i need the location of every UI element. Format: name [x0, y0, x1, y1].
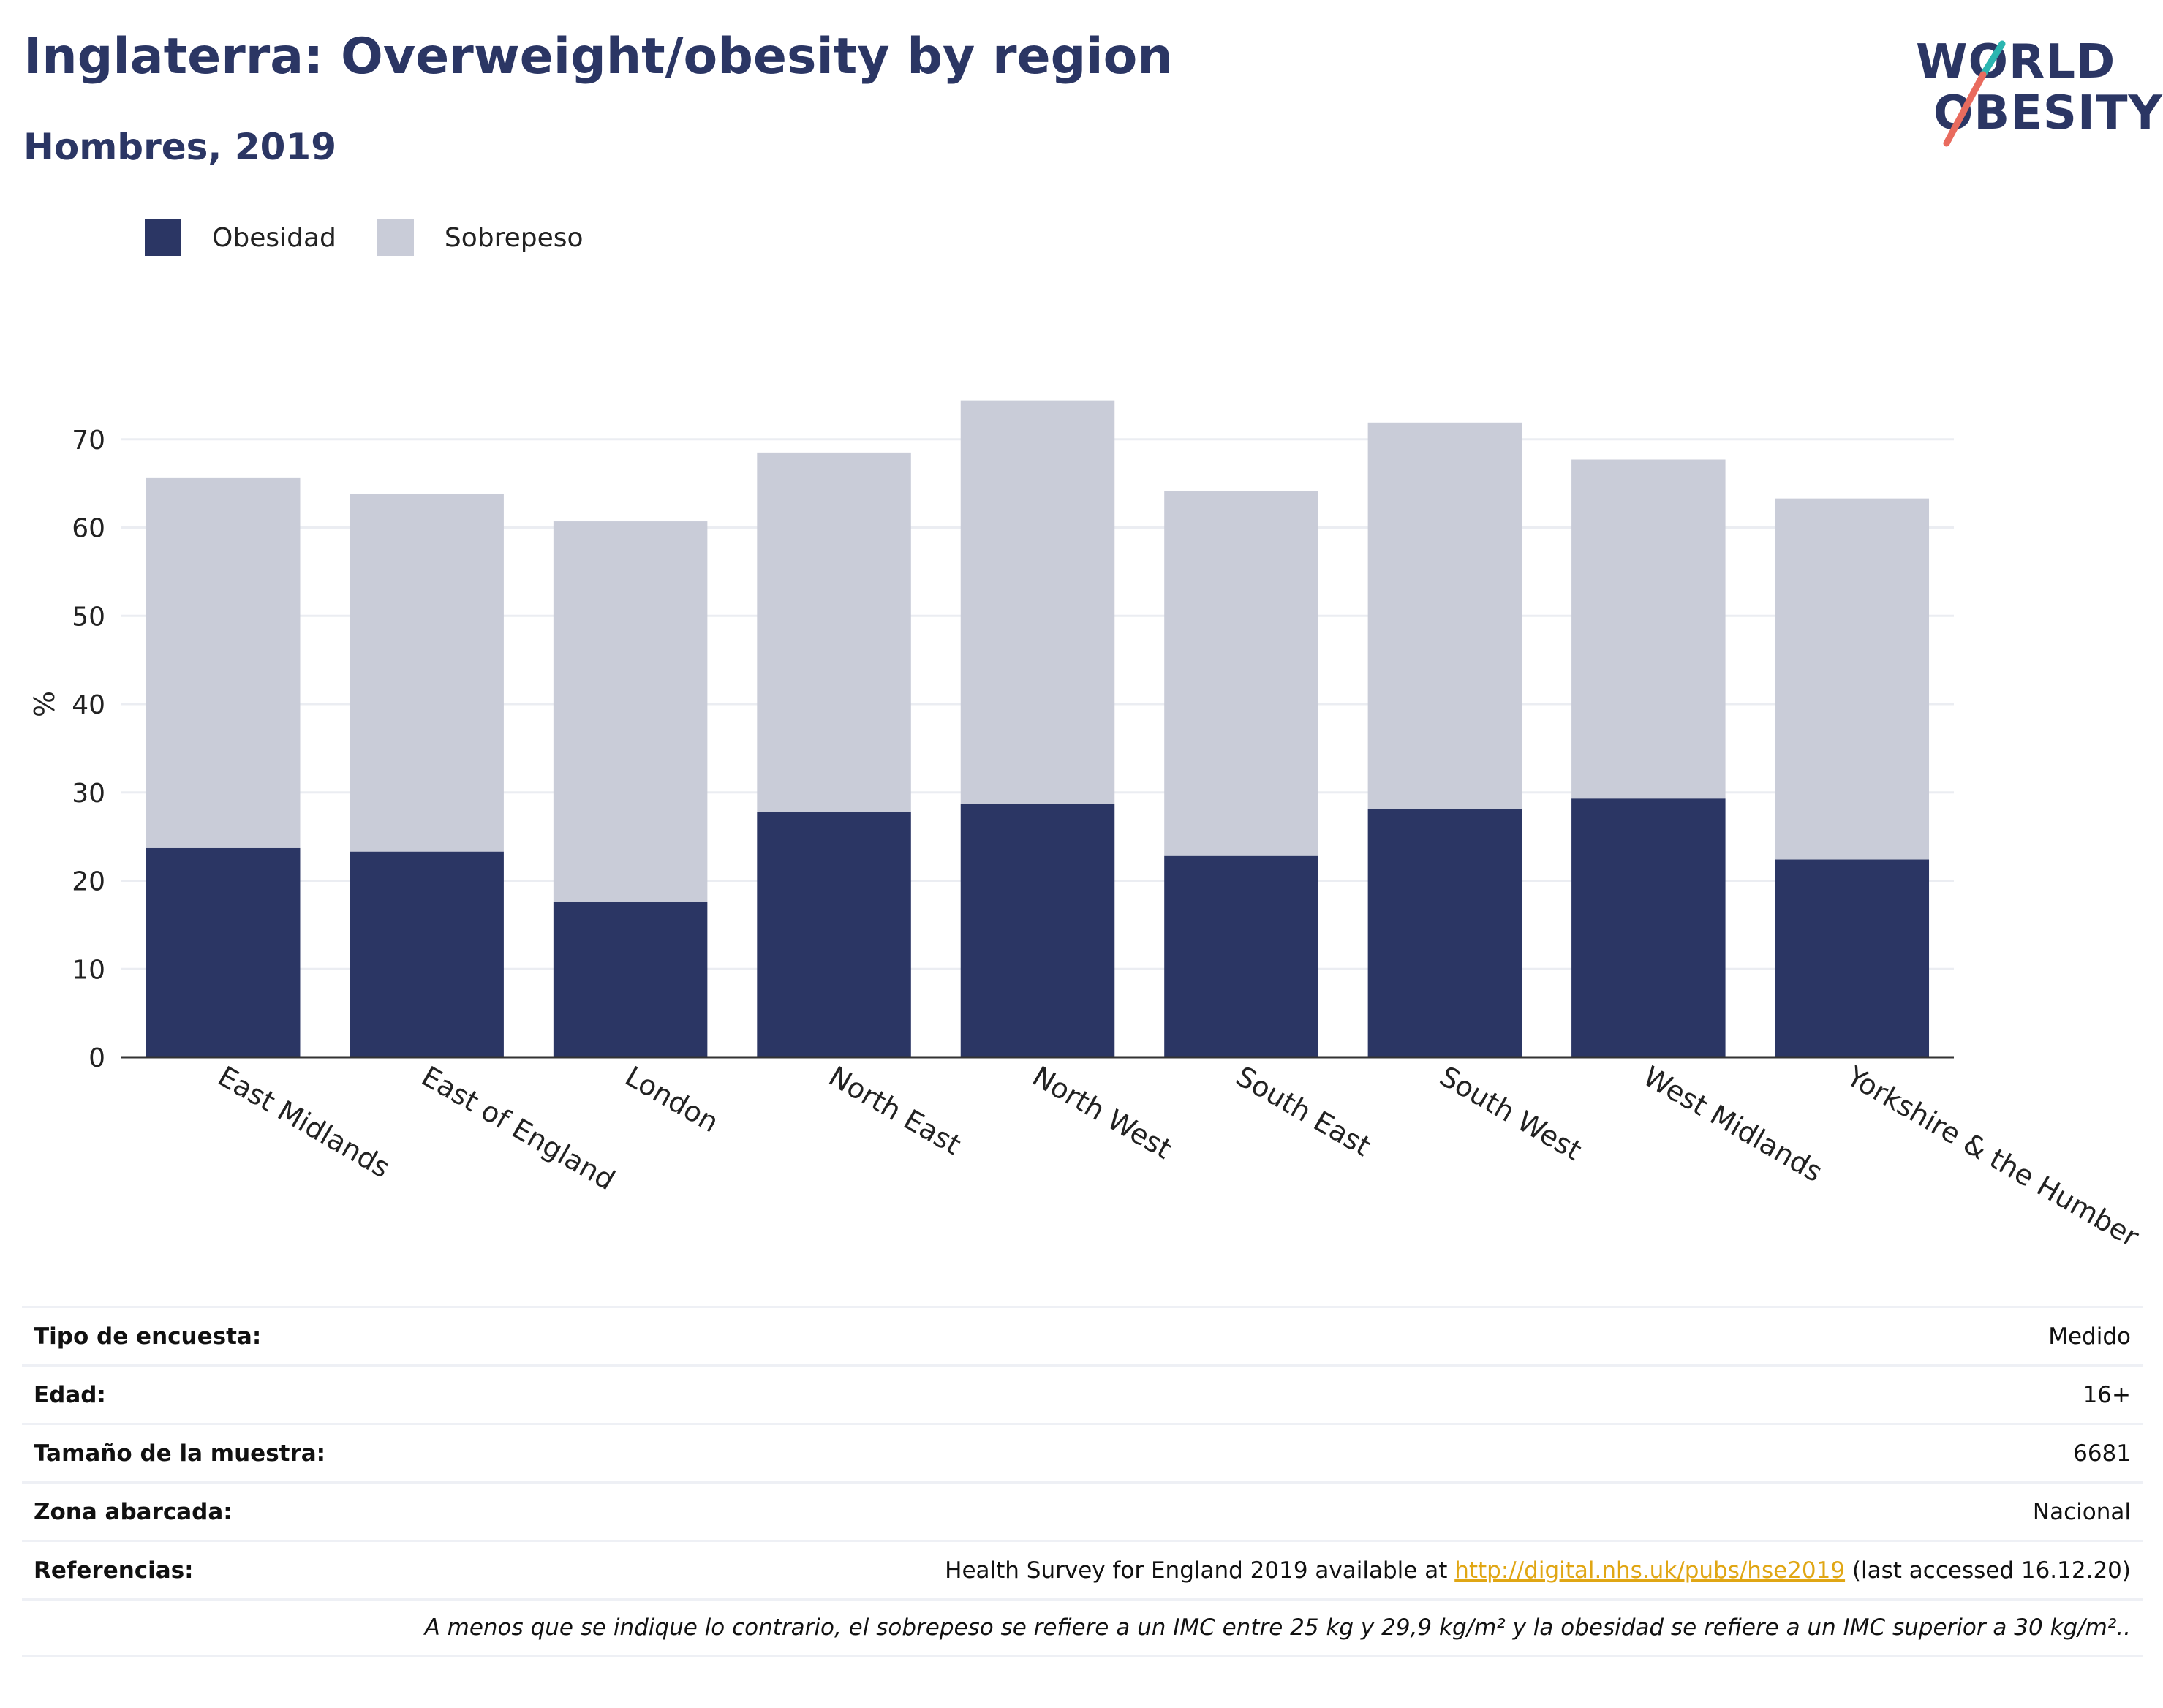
info-row-age: Edad: 16+	[22, 1364, 2143, 1423]
bar-overweight	[757, 452, 911, 812]
x-tick-label: London	[620, 1060, 725, 1139]
info-label: Tamaño de la muestra:	[34, 1440, 326, 1467]
world-obesity-logo: WORLD OBESITY	[1901, 22, 2162, 154]
x-tick-label: East of England	[416, 1060, 620, 1197]
x-tick-label: East Midlands	[213, 1060, 396, 1184]
chart-legend: Obesidad Sobrepeso	[145, 219, 624, 256]
bar-obesity	[1571, 798, 1726, 1057]
bar-overweight	[1571, 459, 1726, 799]
info-table: Tipo de encuesta: Medido Edad: 16+ Tamañ…	[22, 1306, 2143, 1657]
references-text: Health Survey for England 2019 available…	[945, 1557, 1455, 1584]
info-value: Medido	[2048, 1323, 2131, 1350]
references-value: Health Survey for England 2019 available…	[945, 1557, 2131, 1584]
bar-obesity	[1367, 809, 1522, 1057]
x-tick-label: Yorkshire & the Humber	[1841, 1059, 2144, 1253]
info-label: Zona abarcada:	[34, 1498, 233, 1525]
info-value: Nacional	[2032, 1498, 2131, 1525]
info-label: Tipo de encuesta:	[34, 1323, 262, 1350]
info-row-survey-type: Tipo de encuesta: Medido	[22, 1306, 2143, 1364]
bar-overweight	[1775, 498, 1930, 860]
x-tick-label: North West	[1027, 1060, 1177, 1165]
info-value: 16+	[2083, 1381, 2131, 1408]
bar-obesity	[1775, 859, 1930, 1057]
legend-label: Sobrepeso	[444, 222, 584, 253]
bar-obesity	[553, 902, 708, 1057]
y-tick-label: 0	[88, 1043, 105, 1073]
y-axis-label: %	[29, 691, 61, 717]
bar-overweight	[553, 521, 708, 902]
footnote-text: A menos que se indique lo contrario, el …	[424, 1614, 2131, 1641]
y-tick-label: 30	[72, 779, 105, 809]
legend-label: Obesidad	[212, 222, 336, 253]
y-tick-label: 70	[72, 426, 105, 456]
info-row-references: Referencias: Health Survey for England 2…	[22, 1540, 2143, 1598]
page-title: Inglaterra: Overweight/obesity by region	[23, 28, 1173, 86]
x-tick-label: South East	[1231, 1060, 1376, 1163]
logo-line1: WORLD	[1916, 35, 2116, 89]
bar-obesity	[146, 847, 301, 1057]
y-tick-label: 50	[72, 602, 105, 632]
references-accessed: (last accessed 16.12.20)	[1845, 1557, 2131, 1584]
info-label: Referencias:	[34, 1557, 194, 1584]
bar-overweight	[1164, 491, 1318, 856]
logo-slash-icon	[1943, 40, 2006, 147]
legend-item-overweight[interactable]: Sobrepeso	[377, 219, 584, 256]
bar-obesity	[350, 851, 504, 1057]
bar-overweight	[1367, 422, 1522, 809]
x-tick-label: West Midlands	[1638, 1060, 1828, 1189]
legend-swatch-overweight	[377, 219, 414, 256]
bar-overweight	[960, 400, 1115, 804]
info-row-area: Zona abarcada: Nacional	[22, 1481, 2143, 1540]
bar-obesity	[960, 804, 1115, 1057]
bar-overweight	[146, 477, 301, 848]
footnote: A menos que se indique lo contrario, el …	[22, 1598, 2143, 1657]
info-label: Edad:	[34, 1381, 106, 1408]
info-row-sample-size: Tamaño de la muestra: 6681	[22, 1423, 2143, 1481]
page-subtitle: Hombres, 2019	[23, 126, 336, 168]
y-tick-label: 10	[72, 955, 105, 985]
references-link[interactable]: http://digital.nhs.uk/pubs/hse2019	[1454, 1557, 1846, 1584]
legend-item-obesity[interactable]: Obesidad	[145, 219, 336, 256]
info-value: 6681	[2073, 1440, 2131, 1467]
bar-overweight	[350, 494, 504, 852]
y-tick-label: 40	[72, 690, 105, 720]
bar-obesity	[757, 812, 911, 1057]
x-tick-label: North East	[823, 1060, 967, 1161]
legend-swatch-obesity	[145, 219, 181, 256]
y-tick-label: 60	[72, 514, 105, 544]
x-tick-label: South West	[1434, 1060, 1587, 1167]
y-tick-label: 20	[72, 867, 105, 897]
stacked-bar-chart: 0 10 20 30 40 50 60 70% East Midlands East of Eng…	[29, 400, 2145, 1253]
bar-obesity	[1164, 855, 1318, 1057]
